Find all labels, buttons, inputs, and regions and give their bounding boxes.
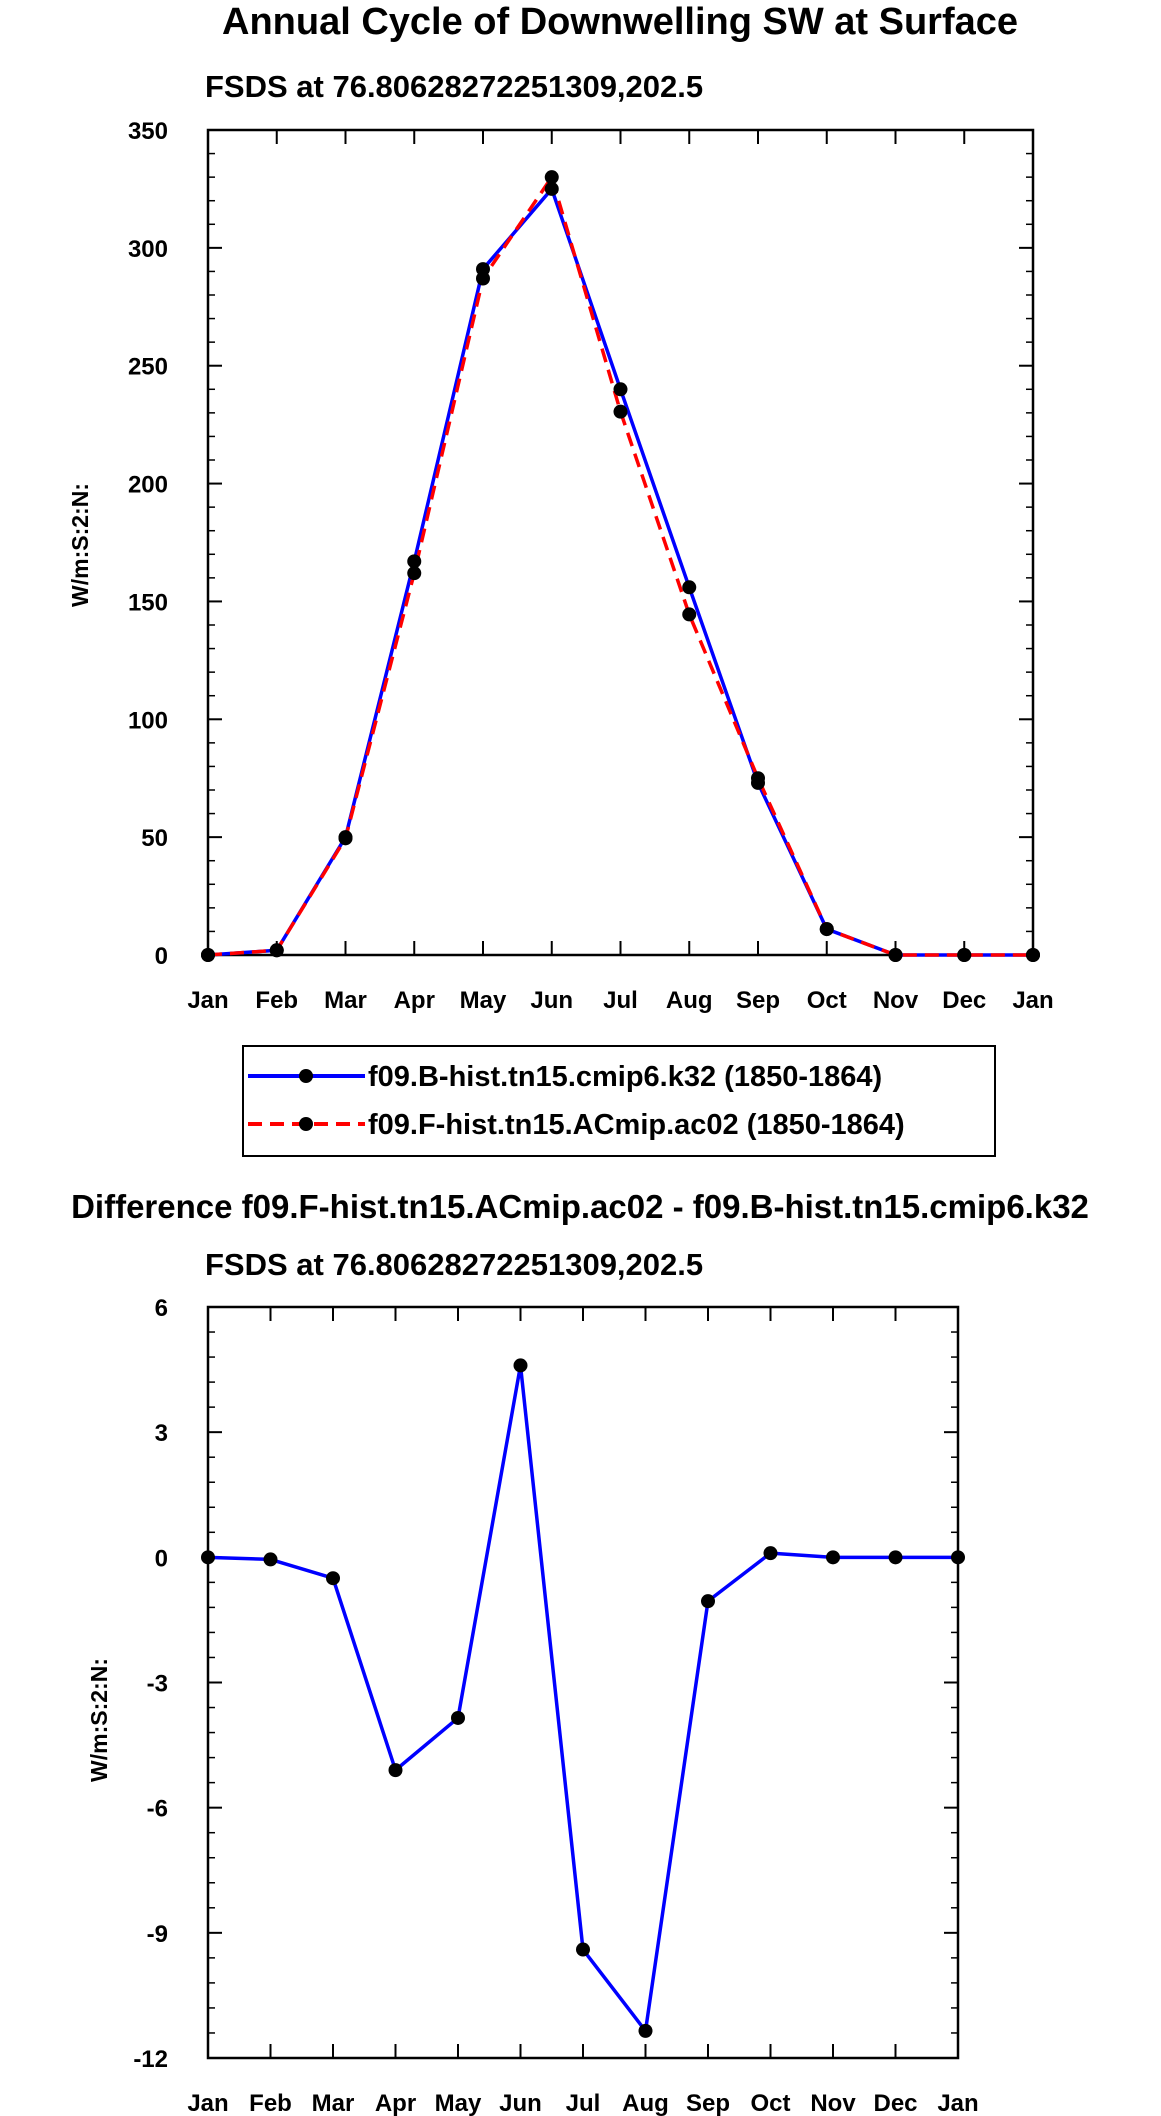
chart1-legend: f09.B-hist.tn15.cmip6.k32 (1850-1864) f0… [242, 1045, 996, 1157]
chart2-ytick-label: 3 [155, 1420, 168, 1447]
chart1-ytick-label: 150 [128, 589, 168, 616]
chart2-series-1-point [826, 1550, 840, 1565]
chart2-ylabel: W/m:S:2:N: [86, 1658, 112, 1782]
chart1-series-2-point [201, 948, 215, 962]
chart1-ylabel: W/m:S:2:N: [67, 483, 93, 607]
chart1-xtick-label: May [460, 987, 507, 1014]
chart1-xtick-label: Jan [1012, 987, 1053, 1014]
chart1-marks [201, 170, 1040, 962]
chart1-plot-frame [206, 128, 1035, 957]
chart1-ytick-label: 100 [128, 707, 168, 734]
chart1-series-2-point [269, 943, 284, 958]
chart1-xtick-label: Dec [942, 987, 986, 1014]
chart1-xtick-label: Aug [666, 987, 713, 1014]
chart2-ytick-label: 0 [155, 1545, 168, 1572]
chart-difference: Difference f09.F-hist.tn15.ACmip.ac02 - … [71, 1188, 1089, 2116]
legend-marker-2 [299, 1117, 313, 1131]
chart1-xtick-label: Mar [324, 987, 367, 1014]
chart1-ytick-label: 50 [141, 825, 168, 852]
chart1-xtick-label: Jul [603, 987, 638, 1014]
chart1-series-2-point [819, 922, 834, 937]
chart1-series-1-point [407, 554, 422, 569]
legend-label-1: f09.B-hist.tn15.cmip6.k32 (1850-1864) [368, 1061, 882, 1093]
chart1-series-2-point [407, 566, 422, 581]
chart2-ytick-label: 6 [155, 1295, 168, 1322]
chart1-series-2-point [613, 404, 628, 419]
chart2-xtick-label: Feb [249, 2090, 292, 2116]
chart1-subtitle: FSDS at 76.80628272251309,202.5 [205, 69, 703, 104]
chart1-title: Annual Cycle of Downwelling SW at Surfac… [222, 1, 1018, 43]
chart2-ytick-label: -3 [147, 1671, 168, 1698]
chart2-series-1-point [513, 1358, 528, 1373]
chart1-series-1-point [613, 382, 628, 397]
chart1-series-2-point [544, 170, 559, 185]
chart2-series-1-point [951, 1550, 965, 1565]
chart1-xtick-label: Nov [873, 987, 919, 1014]
chart1-series-2-point [957, 948, 972, 962]
chart1-series-2-point [1026, 948, 1040, 962]
chart1-xtick-label: Apr [394, 987, 435, 1014]
chart2-subtitle: FSDS at 76.80628272251309,202.5 [205, 1247, 703, 1282]
chart1-series-2-point [476, 271, 490, 286]
chart2-ytick-label: -6 [147, 1796, 168, 1823]
chart2-series-1-point [763, 1546, 778, 1561]
chart1-ytick-label: 0 [155, 943, 168, 970]
chart1-series-2-point [682, 607, 697, 622]
chart2-series-1-point [388, 1763, 403, 1778]
chart2-xtick-label: Dec [873, 2090, 917, 2116]
chart2-axes: Jan Feb Mar Apr May Jun Jul Aug Sep Oct Nov Dec Jan-… [133, 1295, 978, 2116]
chart-annual-cycle: Annual Cycle of Downwelling SW at Surfac… [67, 1, 1054, 1014]
chart1-xtick-label: Oct [807, 987, 847, 1014]
chart2-xtick-label: Jan [937, 2090, 978, 2116]
chart2-xtick-label: Oct [750, 2090, 790, 2116]
chart1-ytick-label: 300 [128, 236, 168, 263]
chart2-xtick-label: Nov [810, 2090, 856, 2116]
legend-label-2: f09.F-hist.tn15.ACmip.ac02 (1850-1864) [368, 1109, 905, 1141]
chart2-series-1-point [576, 1942, 590, 1957]
chart2-series-1-point [638, 2023, 653, 2038]
chart2-ytick-label: -9 [147, 1921, 168, 1948]
chart2-xtick-label: Mar [312, 2090, 355, 2116]
chart2-series-1-line [207, 1363, 958, 2033]
chart2-xtick-label: Apr [375, 2090, 416, 2116]
chart1-xtick-label: Jan [187, 987, 228, 1014]
chart1-ytick-label: 200 [128, 472, 168, 499]
chart2-xtick-label: Jun [499, 2090, 542, 2116]
chart2-xtick-label: May [435, 2090, 482, 2116]
chart2-series-1-point [201, 1550, 215, 1565]
chart2-series-1-point [701, 1594, 715, 1609]
chart1-axes: Jan Feb Mar Apr May Jun Jul Aug Sep Oct Nov Dec Jan 0… [128, 118, 1054, 1014]
chart1-series-1-point [544, 181, 559, 196]
chart2-series-1-point [326, 1571, 340, 1586]
chart2-marks [201, 1358, 965, 2038]
chart1-xtick-label: Sep [736, 987, 780, 1014]
legend-marker-1 [299, 1069, 313, 1083]
chart2-xtick-label: Aug [622, 2090, 669, 2116]
chart1-series-2-point [338, 831, 353, 846]
chart2-xtick-label: Sep [686, 2090, 730, 2116]
chart1-series-1-line [207, 187, 1033, 957]
chart2-xtick-label: Jul [566, 2090, 601, 2116]
chart2-series-1-point [263, 1552, 278, 1567]
chart1-series-2-line [207, 175, 1033, 957]
chart1-xtick-label: Feb [255, 987, 298, 1014]
chart2-xtick-label: Jan [187, 2090, 228, 2116]
chart1-series-2-point [888, 948, 903, 962]
chart2-series-1-point [888, 1550, 903, 1565]
chart1-ytick-label: 350 [128, 118, 168, 145]
chart2-ytick-label: -12 [133, 2046, 168, 2073]
chart1-xtick-label: Jun [530, 987, 573, 1014]
chart2-series-1-point [451, 1710, 465, 1725]
legend-box [242, 1045, 996, 1157]
chart2-title: Difference f09.F-hist.tn15.ACmip.ac02 - … [71, 1188, 1089, 1225]
chart1-series-2-point [751, 771, 765, 786]
chart1-ytick-label: 250 [128, 354, 168, 381]
chart1-series-1-point [682, 580, 697, 595]
